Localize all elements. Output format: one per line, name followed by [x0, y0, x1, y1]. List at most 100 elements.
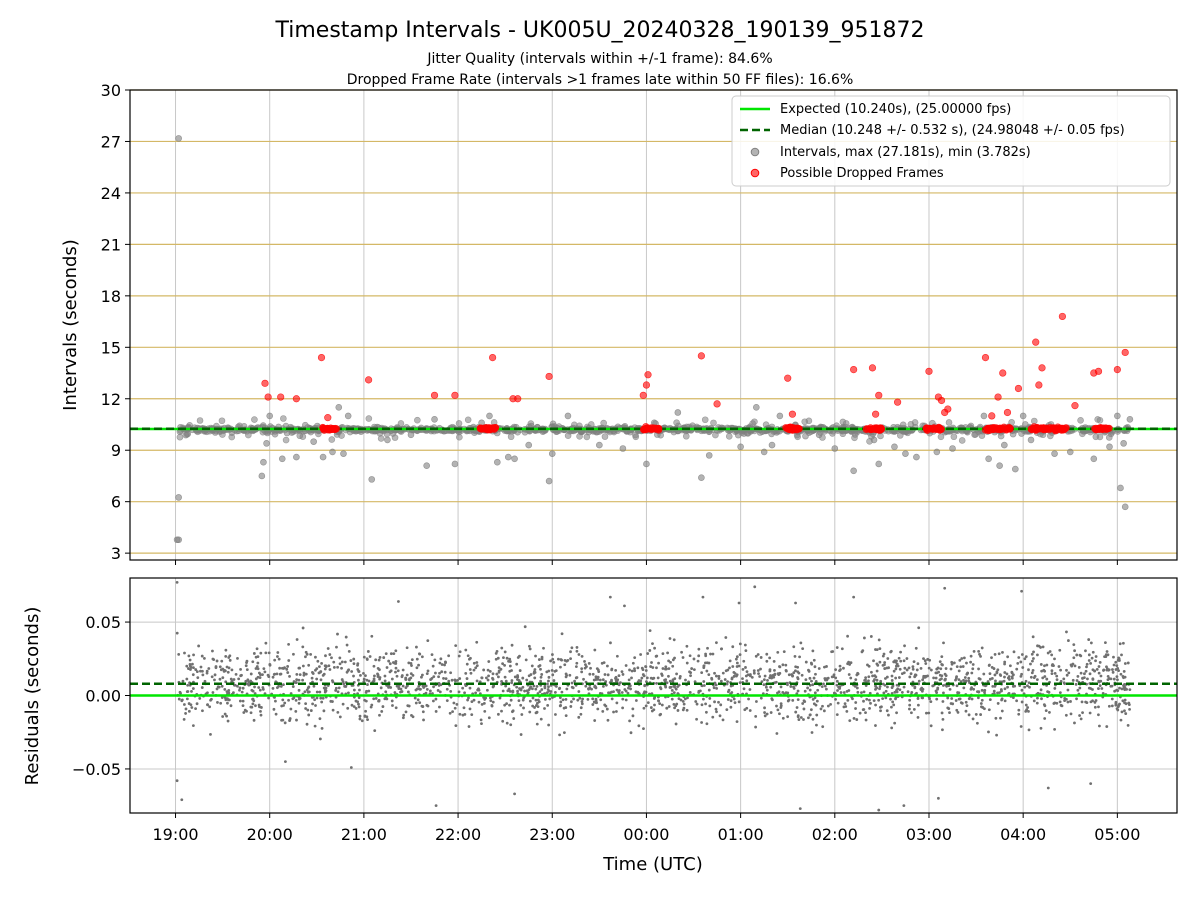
residual-point [608, 691, 612, 695]
residual-point [1088, 672, 1092, 676]
residual-point [190, 706, 194, 709]
residual-point [847, 673, 851, 676]
top-ytick-label: 27 [101, 132, 121, 151]
residual-point [708, 697, 712, 700]
residual-point [1041, 645, 1045, 649]
residual-point [436, 689, 440, 692]
residual-point [259, 709, 262, 713]
residual-point [334, 689, 338, 692]
residual-point [995, 671, 999, 675]
residual-point [362, 677, 366, 681]
residual-point [587, 687, 590, 691]
residual-point [1117, 669, 1120, 672]
residual-point [735, 655, 739, 659]
residual-point [570, 646, 574, 650]
residual-point [877, 638, 881, 642]
residual-point [1000, 697, 1004, 701]
residual-point [778, 712, 781, 716]
residual-point [434, 671, 437, 675]
residual-point [264, 651, 268, 655]
residual-point [707, 661, 711, 665]
residual-point [748, 709, 752, 712]
residual-point [200, 686, 204, 689]
residual-point [914, 646, 918, 650]
residual-point [182, 703, 186, 706]
residual-point [1012, 673, 1015, 677]
residual-point [649, 706, 653, 709]
residual-point [908, 703, 912, 707]
residual-point [695, 717, 698, 721]
residual-point [249, 711, 253, 715]
residual-point [487, 716, 491, 720]
residual-point [416, 698, 420, 702]
residual-point [195, 670, 199, 674]
residual-point [357, 678, 360, 682]
residual-point [533, 671, 537, 674]
residual-point [515, 685, 519, 689]
residual-point [776, 650, 780, 654]
residual-point [303, 690, 307, 694]
residual-point [771, 698, 774, 702]
residual-point [702, 680, 706, 683]
xtick-label: 22:00 [435, 825, 481, 844]
residual-point [317, 671, 321, 675]
residual-point [577, 653, 581, 656]
residual-point [182, 717, 186, 721]
residual-point [516, 656, 520, 659]
residual-point [451, 710, 454, 714]
residual-point [195, 702, 199, 706]
residual-point [1065, 668, 1068, 672]
residual-point [252, 718, 256, 722]
residual-point [455, 703, 459, 706]
residual-point [719, 679, 723, 683]
residual-point [1087, 638, 1091, 641]
interval-point [1090, 455, 1098, 463]
residual-point [271, 675, 275, 679]
residual-point [394, 670, 397, 674]
interval-point [768, 441, 776, 449]
residual-point [539, 667, 542, 671]
residual-point [369, 705, 373, 709]
residual-point [1077, 665, 1081, 669]
residual-point [216, 701, 219, 704]
residual-point [883, 663, 886, 667]
dropped-frame-point [292, 395, 300, 403]
residual-point [1059, 668, 1062, 672]
interval-point [280, 415, 287, 422]
residual-point [352, 657, 356, 661]
top-ytick-label: 3 [111, 544, 121, 563]
residual-point [941, 717, 945, 721]
residual-point [649, 665, 653, 668]
residual-point [798, 807, 802, 810]
residual-point [779, 702, 783, 705]
residual-point [405, 673, 409, 677]
residual-point [512, 717, 516, 720]
residual-point [919, 688, 923, 691]
residual-point [221, 715, 225, 718]
residual-point [875, 686, 879, 690]
residual-point [297, 666, 301, 670]
residual-point [580, 700, 584, 703]
residual-point [737, 601, 741, 605]
residual-point [305, 688, 309, 692]
residual-point [779, 704, 783, 708]
residual-point [885, 709, 889, 713]
residual-point [397, 600, 400, 603]
residual-point [483, 698, 487, 701]
dropped-frame-point [639, 391, 647, 399]
residual-point [540, 673, 544, 676]
residual-point [407, 704, 411, 708]
residual-point [1007, 692, 1011, 695]
interval-point [175, 536, 182, 544]
residual-point [502, 656, 505, 660]
residual-point [876, 663, 880, 667]
residual-point [1045, 677, 1049, 681]
residual-point [501, 719, 505, 723]
residual-point [283, 666, 286, 670]
legend-dropped-swatch [750, 168, 760, 178]
residual-point [673, 706, 676, 710]
residual-point [210, 675, 214, 679]
residual-point [746, 673, 750, 677]
residual-point [715, 710, 718, 714]
residual-point [377, 698, 381, 702]
